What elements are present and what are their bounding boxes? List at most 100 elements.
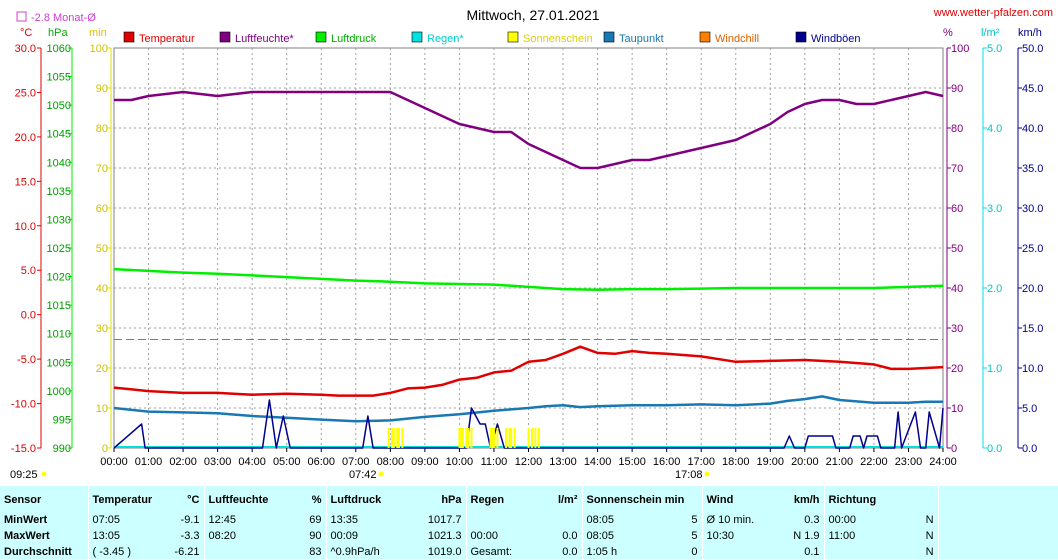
header-direction: Richtung	[823, 486, 939, 512]
sunshine-bar	[508, 428, 511, 448]
wind-tick-label: 5.0	[1022, 403, 1037, 415]
wind-tick-label: 20.0	[1022, 283, 1043, 295]
legend-swatch	[699, 31, 711, 43]
header-humidity-unit: %	[311, 494, 322, 506]
table-cell: 0.3	[804, 514, 820, 526]
sun-tick-label: 10	[96, 403, 108, 415]
chart-grid	[113, 47, 944, 449]
legend-swatch	[603, 31, 615, 43]
legend-swatch	[219, 31, 231, 43]
statistics-table: Sensor Temperatur °C Luftfeuchte % Luftd…	[0, 486, 1058, 560]
wind-tick-label: 30.0	[1022, 203, 1043, 215]
header-sensor: Sensor	[4, 494, 42, 506]
sun-tick-label: 30	[96, 323, 108, 335]
sunshine-bar	[534, 428, 537, 448]
wind-tick-label: 0.0	[1022, 443, 1037, 455]
humidity-tick-label: 30	[951, 323, 963, 335]
time-tick-label: 17:00	[687, 456, 715, 468]
table-cell: 00:09	[325, 528, 400, 544]
sunshine-bar	[496, 428, 499, 448]
table-cell	[701, 544, 775, 560]
table-cell: 0.1	[804, 546, 820, 558]
table-cell: 69	[309, 514, 322, 526]
temp-tick-label: 15.0	[15, 176, 36, 188]
sunshine-dot-icon	[41, 471, 47, 477]
sunshine-bar	[537, 428, 540, 448]
table-cell: 12:45	[203, 512, 282, 528]
rain-tick-label: 1.0	[987, 363, 1002, 375]
time-tick-label: 20:00	[791, 456, 819, 468]
rain-tick-label: 2.0	[987, 283, 1002, 295]
sun-unit-label: min	[89, 27, 107, 39]
sunshine-bar	[461, 428, 464, 448]
sunshine-bar	[460, 428, 463, 448]
sun-tick-label: 80	[96, 123, 108, 135]
legend-swatch	[507, 31, 519, 43]
table-cell: 07:05	[87, 512, 154, 528]
row-label: MaxWert	[4, 530, 50, 542]
legend-label: Windchill	[715, 33, 759, 45]
humidity-tick-label: 10	[951, 403, 963, 415]
rain-tick-label: 5.0	[987, 43, 1002, 55]
table-cell	[465, 512, 536, 528]
table-cell: 1017.7	[427, 514, 462, 526]
monthly-avg-legend-label: -2.8 Monat-Ø	[31, 12, 96, 24]
sunshine-bar	[458, 428, 461, 448]
sunshine-bar	[489, 428, 492, 448]
temp-tick-label: -15.0	[11, 443, 36, 455]
table-row: Durchschnitt ( -3.45 ) -6.21 83 ^0.9hPa/…	[0, 544, 1058, 560]
time-tick-label: 19:00	[757, 456, 785, 468]
table-cell: 13:35	[325, 512, 400, 528]
time-tick-label: 00:00	[100, 456, 128, 468]
table-cell: 08:20	[203, 528, 282, 544]
temp-tick-label: 10.0	[15, 221, 36, 233]
pressure-tick-label: 1005	[47, 357, 71, 369]
sunshine-bar	[491, 428, 494, 448]
website-link[interactable]: www.wetter-pfalzen.com	[933, 7, 1053, 19]
legend-label: Sonnenschein	[523, 33, 593, 45]
humidity-tick-label: 20	[951, 363, 963, 375]
rain-tick-label: 0.0	[987, 443, 1002, 455]
series-taupunkt	[113, 395, 943, 423]
time-tick-label: 21:00	[826, 456, 854, 468]
pressure-tick-label: 1000	[47, 386, 71, 398]
time-tick-label: 03:00	[204, 456, 232, 468]
temp-tick-label: 20.0	[15, 132, 36, 144]
table-cell: 1:05 h	[581, 544, 660, 560]
pressure-tick-label: 1030	[47, 214, 71, 226]
table-cell: -9.1	[180, 514, 200, 526]
temp-tick-label: -10.0	[11, 399, 36, 411]
table-header-row: Sensor Temperatur °C Luftfeuchte % Luftd…	[0, 486, 1058, 512]
weather-chart: 30.0 25.0 20.0 15.0 10.0 5.0 0.0 -5.0 -10.0 -15.0…	[10, 7, 1053, 481]
series-temperatur	[113, 345, 944, 397]
series-luftfeuchte	[114, 90, 944, 170]
sunshine-bar	[513, 428, 516, 448]
sunshine-bar	[387, 428, 390, 448]
wind-unit-label: km/h	[1018, 27, 1042, 39]
time-tick-label: 10:00	[446, 456, 474, 468]
left-axes: 30.0 25.0 20.0 15.0 10.0 5.0 0.0 -5.0 -10.0 -15.0…	[11, 43, 112, 455]
header-temperature: Temperatur	[87, 486, 154, 512]
time-tick-label: 09:00	[411, 456, 439, 468]
wind-tick-label: 40.0	[1022, 123, 1043, 135]
table-cell: ( -3.45 )	[87, 544, 154, 560]
temp-tick-label: 25.0	[15, 87, 36, 99]
sunshine-duration-marker: 09:25	[10, 469, 38, 481]
table-cell: 90	[309, 530, 322, 542]
header-rain-unit: l/m²	[557, 494, 578, 506]
header-pressure: Luftdruck	[325, 486, 400, 512]
sunshine-bar	[505, 428, 508, 448]
sunshine-bar	[470, 428, 473, 448]
humidity-tick-label: 40	[951, 283, 963, 295]
time-tick-label: 15:00	[618, 456, 646, 468]
table-cell: -3.3	[180, 530, 200, 542]
header-pressure-unit: hPa	[441, 494, 462, 506]
table-cell: 0.0	[562, 546, 578, 558]
table-cell: N	[925, 530, 934, 542]
time-tick-label: 11:00	[481, 456, 508, 468]
time-tick-label: 13:00	[549, 456, 577, 468]
pressure-tick-label: 995	[53, 414, 71, 426]
sunshine-bar	[465, 428, 468, 448]
wind-tick-label: 35.0	[1022, 163, 1043, 175]
pressure-tick-label: 990	[53, 443, 71, 455]
